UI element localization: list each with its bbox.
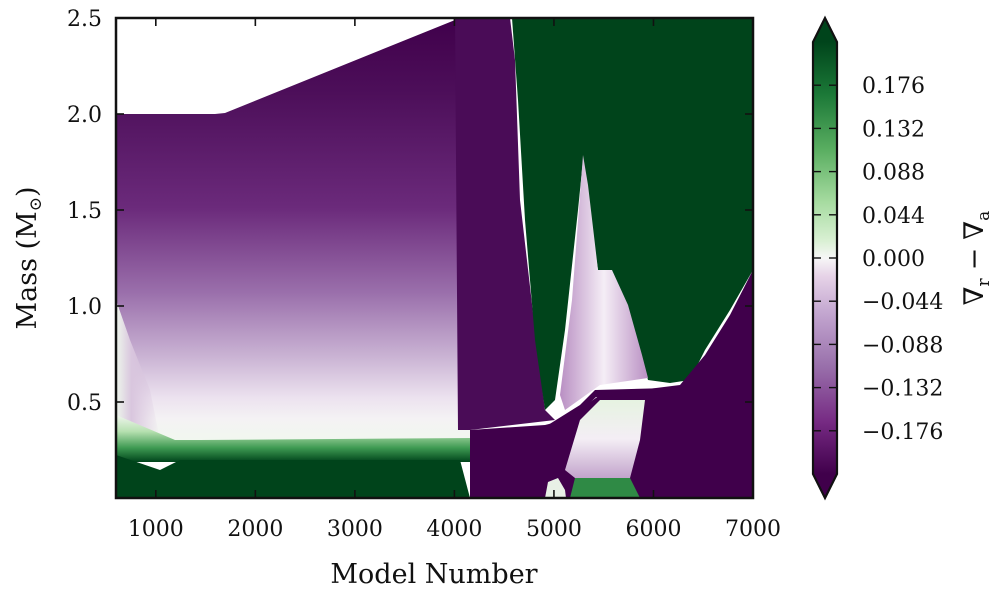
y-axis-ticks: 0.5 1.0 1.5 2.0 2.5 — [67, 7, 753, 416]
radiative-core-right — [470, 270, 753, 498]
x-tick-label: 6000 — [625, 517, 681, 542]
y-tick-label: 2.5 — [67, 7, 102, 32]
y-tick-label: 2.0 — [67, 103, 102, 128]
transition-column — [455, 18, 555, 430]
core-transition-band — [116, 415, 470, 462]
x-axis-title: Model Number — [330, 559, 537, 590]
y-axis-title-close: ) — [12, 186, 43, 197]
y-axis-title-sub: ⊙ — [26, 197, 46, 211]
x-axis-ticks: 1000 2000 3000 4000 5000 6000 7000 — [128, 18, 781, 542]
cb-minus: − — [959, 248, 990, 271]
colorbar-tick-label: 0.000 — [862, 247, 925, 272]
colorbar-tick-label: 0.176 — [862, 74, 925, 99]
convective-envelope-region — [512, 18, 753, 410]
y-tick-label: 0.5 — [67, 391, 102, 416]
colorbar-ticks: 0.176 0.132 0.088 0.044 0.000 −0.044 −0.088 −0.… — [813, 74, 943, 445]
colorbar-extend-top — [813, 18, 837, 42]
colorbar-tick-label: 0.132 — [862, 117, 925, 142]
x-tick-label: 7000 — [725, 517, 781, 542]
y-axis-title-main: Mass (M — [12, 211, 43, 329]
mixing-spike — [560, 155, 648, 410]
colorbar-extend-bottom — [813, 474, 837, 498]
colorbar-title: ∇r−∇a — [959, 211, 994, 306]
plot-frame — [114, 16, 755, 500]
colorbar-frame — [811, 15, 839, 501]
colorbar-tick-label: 0.044 — [862, 204, 925, 229]
bottom-notch — [545, 478, 566, 498]
heatmap-field — [116, 18, 753, 498]
cb-sub-r: r — [974, 277, 994, 286]
inner-pale-wedge — [565, 400, 645, 478]
colorbar-tick-label: 0.088 — [862, 161, 925, 186]
x-tick-label: 4000 — [426, 517, 482, 542]
bottom-green-sliver — [570, 478, 640, 498]
y-tick-label: 1.5 — [67, 199, 102, 224]
shell-line — [540, 388, 670, 434]
cb-sub-a: a — [974, 211, 994, 221]
x-tick-label: 3000 — [327, 517, 383, 542]
y-tick-label: 1.0 — [67, 295, 102, 320]
colorbar-tick-label: −0.176 — [862, 420, 943, 445]
x-tick-label: 2000 — [227, 517, 283, 542]
convective-core-region — [116, 455, 470, 498]
colorbar-tick-label: −0.044 — [862, 290, 943, 315]
cb-nabla-2: ∇ — [959, 221, 990, 240]
radiative-envelope-region — [116, 18, 470, 440]
colorbar-tick-label: −0.088 — [862, 333, 943, 358]
left-edge-wash — [116, 300, 160, 440]
x-tick-label: 5000 — [526, 517, 582, 542]
colorbar-tick-label: −0.132 — [862, 377, 943, 402]
cb-nabla-1: ∇ — [959, 286, 990, 305]
y-axis-title: Mass (M⊙) — [12, 186, 46, 329]
x-tick-label: 1000 — [128, 517, 184, 542]
colorbar: 0.176 0.132 0.088 0.044 0.000 −0.044 −0.088 −0.… — [811, 15, 994, 501]
